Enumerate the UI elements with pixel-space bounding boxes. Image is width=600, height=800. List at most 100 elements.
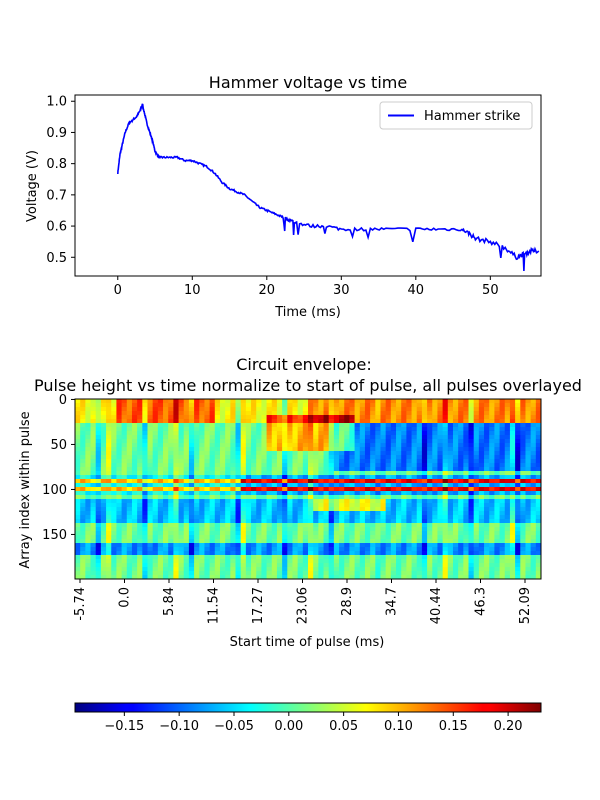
heatmap-cell <box>442 403 449 408</box>
heatmap-cell <box>240 411 247 416</box>
heatmap-cell <box>271 487 278 492</box>
heatmap-cell <box>442 515 449 520</box>
heatmap-cell <box>484 439 490 444</box>
heatmap-cell <box>147 475 154 480</box>
heatmap-cell <box>313 527 319 532</box>
heatmap-cell <box>152 439 159 444</box>
heatmap-cell <box>219 571 226 576</box>
heatmap-cell <box>401 539 407 544</box>
heatmap-cell <box>209 411 216 416</box>
heatmap-cell <box>287 483 294 488</box>
heatmap-cell <box>375 399 382 404</box>
heatmap-cell <box>157 519 164 524</box>
heatmap-cell <box>349 463 356 468</box>
heatmap-cell <box>85 491 92 496</box>
heatmap-cell <box>199 475 206 480</box>
heatmap-cell <box>178 459 185 464</box>
heatmap-cell <box>447 471 454 476</box>
heatmap-cell <box>183 551 190 556</box>
heatmap-cell <box>432 527 439 532</box>
heatmap-cell <box>173 447 180 452</box>
heatmap-cell <box>349 567 356 572</box>
heatmap-cell <box>396 475 402 480</box>
heatmap-cell <box>406 451 413 456</box>
heatmap-cell <box>256 499 262 504</box>
heatmap-cell <box>235 567 242 572</box>
heatmap-cell <box>106 483 112 488</box>
heatmap-cell <box>137 431 143 436</box>
heatmap-cell <box>116 531 123 536</box>
heatmap-cell <box>163 567 169 572</box>
heatmap-cell <box>406 411 413 416</box>
heatmap-cell <box>163 523 169 528</box>
heatmap-cell <box>178 415 185 420</box>
heatmap-cell <box>225 399 231 404</box>
heatmap-cell <box>126 471 133 476</box>
heatmap-cell <box>199 411 206 416</box>
heatmap-cell <box>204 547 211 552</box>
heatmap-cell <box>80 531 86 536</box>
heatmap-cell <box>261 551 268 556</box>
heatmap-cell <box>121 435 128 440</box>
heatmap-cell <box>339 403 345 408</box>
heatmap-cell <box>121 479 128 484</box>
heatmap-cell <box>499 455 506 460</box>
heatmap-cell <box>437 499 444 504</box>
heatmap-cell <box>75 399 81 404</box>
heatmap-cell <box>256 399 262 404</box>
heatmap-cell <box>188 451 195 456</box>
heatmap-cell <box>271 407 278 412</box>
heatmap-cell <box>111 475 118 480</box>
heatmap-cell <box>219 439 226 444</box>
heatmap-cell <box>535 467 541 472</box>
heatmap-cell <box>401 511 407 516</box>
heatmap-cell <box>411 471 418 476</box>
heatmap-cell <box>478 443 485 448</box>
heatmap-cell <box>416 487 423 492</box>
heatmap-cell <box>90 403 97 408</box>
heatmap-cell <box>194 399 200 404</box>
heatmap-cell <box>452 571 459 576</box>
heatmap-cell <box>406 447 413 452</box>
heatmap-cell <box>131 411 138 416</box>
heatmap-cell <box>168 415 174 420</box>
heatmap-cell <box>209 495 216 500</box>
heatmap-cell <box>199 471 206 476</box>
heatmap-cell <box>194 551 200 556</box>
heatmap-cell <box>308 555 314 560</box>
heatmap-cell <box>116 475 123 480</box>
heatmap-cell <box>240 407 247 412</box>
heatmap-cell <box>447 571 454 576</box>
heatmap-cell <box>297 443 304 448</box>
heatmap-cell <box>339 455 345 460</box>
heatmap-cell <box>308 543 314 548</box>
heatmap-cell <box>411 423 418 428</box>
heatmap-cell <box>396 551 402 556</box>
heatmap-cell <box>178 451 185 456</box>
heatmap-cell <box>494 483 501 488</box>
heatmap-cell <box>359 535 366 540</box>
heatmap-cell <box>287 435 294 440</box>
heatmap-cell <box>199 515 206 520</box>
heatmap-cell <box>163 503 169 508</box>
heatmap-cell <box>199 551 206 556</box>
heatmap-cell <box>484 527 490 532</box>
heatmap-cell <box>364 411 371 416</box>
heatmap-cell <box>323 443 330 448</box>
heatmap-cell <box>447 523 454 528</box>
heatmap-cell <box>111 503 118 508</box>
heatmap-cell <box>323 447 330 452</box>
heatmap-cell <box>266 415 273 420</box>
heatmap-cell <box>484 523 490 528</box>
heatmap-cell <box>364 563 371 568</box>
heatmap-cell <box>142 439 149 444</box>
heatmap-cell <box>349 435 356 440</box>
heatmap-cell <box>219 455 226 460</box>
heatmap-cell <box>240 415 247 420</box>
heatmap-cell <box>447 423 454 428</box>
heatmap-cell <box>333 531 340 536</box>
heatmap-cell <box>364 555 371 560</box>
heatmap-cell <box>509 503 516 508</box>
heatmap-cell <box>364 443 371 448</box>
heatmap-cell <box>85 531 92 536</box>
